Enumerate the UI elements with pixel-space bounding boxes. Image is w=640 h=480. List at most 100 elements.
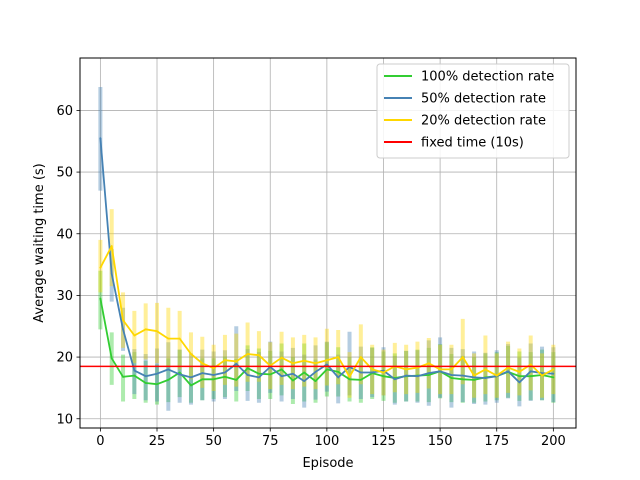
point-100-detection-rate: [201, 378, 204, 381]
point-50-detection-rate: [541, 372, 543, 375]
point-50-detection-rate: [303, 380, 306, 383]
point-20-detection-rate: [280, 356, 283, 359]
point-20-detection-rate: [359, 356, 362, 358]
y-tick-label: 30: [56, 289, 73, 304]
legend-label: 50% detection rate: [421, 92, 546, 107]
point-50-detection-rate: [382, 369, 385, 372]
point-50-detection-rate: [450, 374, 453, 376]
point-20-detection-rate: [235, 360, 238, 363]
point-20-detection-rate: [246, 353, 249, 355]
x-axis-ticks: 0 25 50 75 100 125 150 175 200: [96, 428, 566, 449]
point-100-detection-rate: [325, 368, 328, 371]
y-tick-label: 20: [56, 351, 73, 366]
legend-label: 100% detection rate: [421, 70, 554, 85]
point-100-detection-rate: [156, 383, 158, 386]
point-100-detection-rate: [235, 379, 238, 381]
x-tick-label: 175: [484, 434, 509, 449]
x-tick-label: 125: [371, 434, 396, 449]
y-axis-label: Average waiting time (s): [32, 163, 47, 322]
point-20-detection-rate: [99, 266, 102, 269]
point-20-detection-rate: [291, 362, 294, 365]
point-20-detection-rate: [484, 368, 487, 371]
y-tick-label: 50: [56, 166, 73, 181]
point-20-detection-rate: [201, 362, 204, 365]
point-100-detection-rate: [258, 372, 260, 375]
point-100-detection-rate: [122, 375, 124, 378]
point-50-detection-rate: [529, 370, 532, 373]
point-20-detection-rate: [178, 337, 181, 340]
point-20-detection-rate: [314, 362, 317, 365]
point-50-detection-rate: [167, 368, 170, 371]
point-50-detection-rate: [156, 372, 158, 375]
point-50-detection-rate: [122, 328, 124, 331]
point-100-detection-rate: [552, 376, 555, 379]
point-20-detection-rate: [473, 374, 475, 377]
point-100-detection-rate: [133, 374, 136, 377]
point-100-detection-rate: [348, 378, 351, 381]
point-50-detection-rate: [212, 374, 215, 376]
point-100-detection-rate: [291, 379, 294, 382]
point-50-detection-rate: [473, 376, 475, 379]
point-50-detection-rate: [371, 371, 374, 374]
point-50-detection-rate: [325, 363, 328, 366]
plot-frame: [79, 57, 577, 429]
point-50-detection-rate: [110, 272, 113, 275]
point-20-detection-rate: [144, 328, 147, 331]
point-50-detection-rate: [507, 370, 509, 373]
point-20-detection-rate: [552, 368, 555, 371]
legend-label: fixed time (10s): [421, 136, 524, 151]
point-100-detection-rate: [167, 379, 170, 381]
point-100-detection-rate: [110, 357, 113, 360]
point-20-detection-rate: [450, 368, 453, 371]
point-50-detection-rate: [291, 372, 294, 375]
x-tick-label: 100: [314, 434, 339, 449]
legend-box: [376, 63, 570, 159]
x-tick-label: 150: [428, 434, 453, 449]
point-50-detection-rate: [201, 372, 204, 375]
legend-label: 20% detection rate: [421, 114, 546, 129]
point-100-detection-rate: [280, 368, 283, 371]
point-100-detection-rate: [427, 374, 430, 376]
point-50-detection-rate: [461, 374, 464, 377]
y-axis-ticks: 10 20 30 40 50 60: [56, 104, 80, 427]
point-50-detection-rate: [144, 375, 147, 378]
x-axis-label: Episode: [302, 456, 353, 471]
point-50-detection-rate: [393, 378, 396, 381]
point-20-detection-rate: [212, 367, 215, 370]
point-50-detection-rate: [439, 370, 442, 373]
point-20-detection-rate: [541, 374, 543, 377]
point-50-detection-rate: [405, 374, 408, 377]
point-100-detection-rate: [337, 370, 340, 373]
point-100-detection-rate: [224, 375, 226, 378]
point-100-detection-rate: [461, 378, 464, 381]
series-lines: [80, 137, 576, 387]
point-50-detection-rate: [416, 375, 419, 378]
point-50-detection-rate: [518, 381, 521, 384]
point-20-detection-rate: [371, 368, 374, 371]
point-20-detection-rate: [122, 319, 124, 321]
point-100-detection-rate: [382, 375, 385, 378]
legend: 100% detection rate 50% detection rate 20%…: [376, 63, 570, 159]
point-100-detection-rate: [212, 378, 215, 381]
x-tick-label: 25: [149, 434, 166, 449]
point-100-detection-rate: [99, 297, 102, 300]
point-20-detection-rate: [495, 374, 498, 377]
point-100-detection-rate: [450, 377, 453, 379]
point-20-detection-rate: [382, 371, 385, 374]
point-20-detection-rate: [337, 356, 340, 358]
point-20-detection-rate: [529, 363, 532, 366]
point-20-detection-rate: [518, 370, 521, 373]
point-100-detection-rate: [269, 373, 272, 376]
x-tick-label: 50: [205, 434, 222, 449]
y-tick-label: 10: [56, 412, 73, 427]
point-20-detection-rate: [427, 362, 430, 365]
point-20-detection-rate: [156, 330, 158, 333]
point-50-detection-rate: [484, 377, 487, 379]
point-20-detection-rate: [439, 368, 442, 371]
point-50-detection-rate: [427, 372, 430, 375]
x-tick-label: 75: [262, 434, 279, 449]
point-100-detection-rate: [246, 367, 249, 370]
point-50-detection-rate: [359, 371, 362, 374]
point-100-detection-rate: [303, 371, 306, 374]
point-100-detection-rate: [529, 375, 532, 378]
